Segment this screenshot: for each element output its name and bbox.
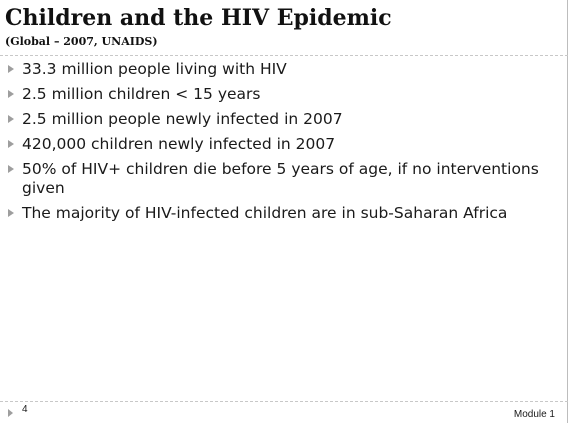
- triangle-bullet-icon: [8, 115, 14, 123]
- bullet-list: 33.3 million people living with HIV 2.5 …: [8, 60, 556, 229]
- page-number: 4: [22, 404, 28, 415]
- bullet-text: 33.3 million people living with HIV: [22, 60, 287, 78]
- bullet-text: 2.5 million children < 15 years: [22, 85, 261, 103]
- bullet-text: The majority of HIV-infected children ar…: [22, 204, 508, 222]
- triangle-bullet-icon: [8, 209, 14, 217]
- bullet-text: 420,000 children newly infected in 2007: [22, 135, 336, 153]
- bullet-text: 2.5 million people newly infected in 200…: [22, 110, 343, 128]
- title-divider: [0, 55, 568, 56]
- bullet-item: 2.5 million children < 15 years: [8, 85, 556, 104]
- triangle-footer-icon: [8, 409, 13, 417]
- slide-subtitle: (Global – 2007, UNAIDS): [5, 35, 158, 48]
- bullet-item: 2.5 million people newly infected in 200…: [8, 110, 556, 129]
- triangle-bullet-icon: [8, 65, 14, 73]
- triangle-bullet-icon: [8, 165, 14, 173]
- triangle-bullet-icon: [8, 90, 14, 98]
- footer-divider: [0, 401, 568, 402]
- module-label: Module 1: [513, 409, 555, 420]
- bullet-item: 33.3 million people living with HIV: [8, 60, 556, 79]
- bullet-item: 50% of HIV+ children die before 5 years …: [8, 160, 556, 198]
- bullet-item: The majority of HIV-infected children ar…: [8, 204, 556, 223]
- slide-title: Children and the HIV Epidemic: [5, 5, 392, 31]
- triangle-bullet-icon: [8, 140, 14, 148]
- bullet-text: 50% of HIV+ children die before 5 years …: [22, 160, 539, 197]
- bullet-item: 420,000 children newly infected in 2007: [8, 135, 556, 154]
